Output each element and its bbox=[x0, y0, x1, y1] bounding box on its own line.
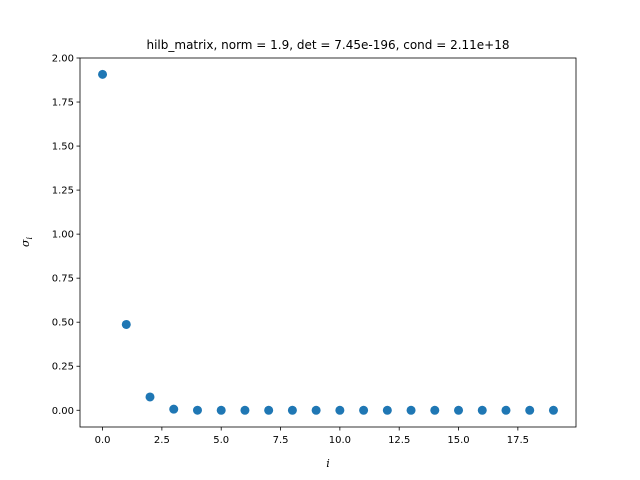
y-axis-label-subscript: i bbox=[25, 237, 34, 240]
y-tick-label: 0.25 bbox=[52, 362, 74, 373]
y-tick-label: 0.00 bbox=[52, 406, 74, 417]
data-point bbox=[98, 69, 108, 79]
data-point bbox=[145, 392, 155, 402]
chart-title: hilb_matrix, norm = 1.9, det = 7.45e-196… bbox=[146, 38, 509, 52]
x-tick-label: 0.0 bbox=[95, 435, 111, 446]
x-tick-label: 10.0 bbox=[329, 435, 351, 446]
data-point bbox=[287, 405, 297, 415]
y-axis-ticks: 0.00 0.25 0.50 0.75 1.00 1.25 1.50 1.75 2.00 bbox=[52, 54, 80, 417]
data-point bbox=[335, 405, 345, 415]
data-point bbox=[454, 405, 464, 415]
x-tick-label: 12.5 bbox=[388, 435, 410, 446]
data-point bbox=[240, 405, 250, 415]
data-point bbox=[216, 405, 226, 415]
plot-area bbox=[80, 58, 576, 427]
data-point bbox=[121, 319, 131, 329]
y-tick-label: 1.50 bbox=[52, 142, 74, 153]
x-tick-label: 17.5 bbox=[507, 435, 529, 446]
y-tick-label: 1.00 bbox=[52, 230, 74, 241]
x-tick-label: 5.0 bbox=[213, 435, 229, 446]
x-axis-label: i bbox=[326, 457, 330, 470]
data-point bbox=[525, 405, 535, 415]
data-point bbox=[311, 405, 321, 415]
x-tick-label: 7.5 bbox=[273, 435, 289, 446]
data-points bbox=[98, 69, 558, 415]
data-point bbox=[477, 405, 487, 415]
data-point bbox=[169, 404, 179, 414]
y-tick-label: 0.75 bbox=[52, 274, 74, 285]
y-tick-label: 2.00 bbox=[52, 54, 74, 65]
y-tick-label: 1.75 bbox=[52, 98, 74, 109]
plot-frame bbox=[79, 57, 577, 428]
data-point bbox=[406, 405, 416, 415]
data-point bbox=[359, 405, 369, 415]
y-tick-label: 1.25 bbox=[52, 186, 74, 197]
data-point bbox=[382, 405, 392, 415]
y-tick-label: 0.50 bbox=[52, 318, 74, 329]
x-tick-label: 15.0 bbox=[447, 435, 469, 446]
data-point bbox=[192, 405, 202, 415]
data-point bbox=[430, 405, 440, 415]
data-point bbox=[548, 405, 558, 415]
x-axis-ticks: 0.0 2.5 5.0 7.5 10.0 12.5 15.0 17.5 bbox=[95, 427, 529, 446]
data-point bbox=[501, 405, 511, 415]
y-axis-label-symbol: σ bbox=[19, 239, 32, 247]
y-axis-label: σi bbox=[19, 237, 34, 248]
data-point bbox=[264, 405, 274, 415]
x-tick-label: 2.5 bbox=[154, 435, 170, 446]
